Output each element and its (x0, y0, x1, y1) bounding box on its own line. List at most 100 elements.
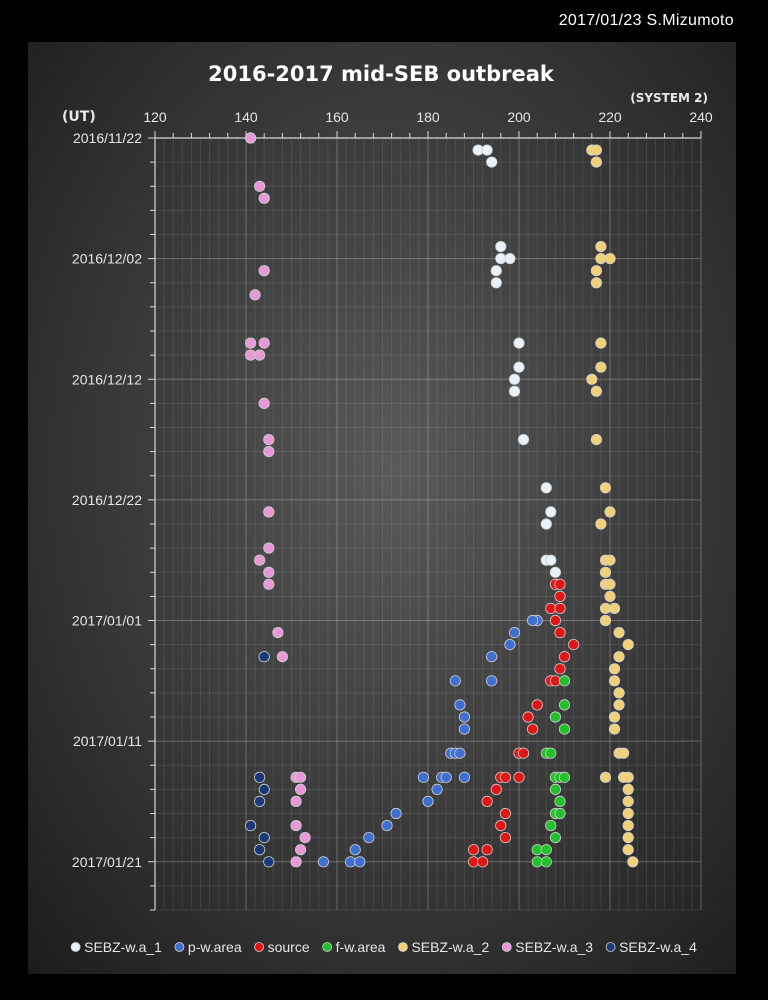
point-source (531, 699, 543, 711)
point-sebz-w-a-3 (263, 445, 275, 458)
point-source (517, 747, 530, 759)
point-sebz-w-a-3 (294, 783, 307, 796)
y-tick-label: 2016/11/22 (73, 130, 142, 146)
point-sebz-w-a-3 (258, 337, 270, 349)
point-p-w-area (454, 747, 466, 759)
point-f-w-area (558, 675, 571, 687)
legend-marker-sebz-w-a-1 (70, 942, 81, 952)
point-source (567, 638, 580, 651)
point-source (554, 578, 566, 590)
point-sebz-w-a-1 (504, 253, 516, 265)
legend-label-sebz-w-a-1: SEBZ-w.a_1 (84, 939, 162, 955)
legend-marker-sebz-w-a-2 (398, 942, 408, 952)
point-p-w-area (454, 699, 466, 711)
point-sebz-w-a-2 (622, 831, 634, 844)
point-sebz-w-a-3 (290, 795, 302, 808)
point-p-w-area (440, 771, 452, 783)
point-sebz-w-a-1 (495, 241, 507, 253)
chart-title: 2016-2017 mid-SEB outbreak (208, 62, 555, 86)
legend-marker-p-w-area (174, 942, 185, 952)
point-sebz-w-a-1 (513, 361, 525, 373)
point-sebz-w-a-3 (263, 542, 275, 554)
point-f-w-area (558, 723, 571, 735)
point-p-w-area (431, 783, 443, 796)
point-sebz-w-a-2 (599, 771, 612, 783)
point-sebz-w-a-2 (599, 566, 612, 578)
point-source (526, 723, 539, 735)
point-sebz-w-a-3 (290, 819, 302, 832)
legend-marker-source (254, 942, 265, 952)
legend-label-sebz-w-a-2: SEBZ-w.a_2 (411, 939, 489, 955)
legend-label-source: source (268, 939, 310, 955)
point-p-w-area (349, 844, 361, 856)
point-source (490, 783, 502, 796)
x-tick-label: 160 (325, 109, 349, 125)
legend-label-sebz-w-a-3: SEBZ-w.a_3 (515, 939, 593, 955)
point-sebz-w-a-2 (608, 602, 621, 615)
point-sebz-w-a-2 (590, 156, 603, 168)
point-sebz-w-a-2 (608, 711, 621, 723)
point-sebz-w-a-2 (622, 783, 634, 796)
x-tick-label: 220 (598, 109, 622, 125)
point-sebz-w-a-1 (490, 265, 502, 277)
point-sebz-w-a-3 (258, 265, 270, 277)
point-source (495, 819, 507, 832)
point-source (554, 602, 566, 615)
point-sebz-w-a-2 (590, 265, 603, 277)
point-sebz-w-a-2 (613, 699, 625, 711)
point-sebz-w-a-2 (617, 747, 630, 759)
point-f-w-area (540, 856, 552, 868)
legend-marker-sebz-w-a-4 (605, 942, 616, 952)
point-sebz-w-a-2 (604, 590, 616, 603)
point-sebz-w-a-2 (595, 361, 607, 373)
point-sebz-w-a-4 (254, 771, 266, 783)
legend-label-p-w-area: p-w.area (188, 939, 242, 955)
point-sebz-w-a-3 (263, 578, 275, 590)
point-sebz-w-a-2 (604, 578, 616, 590)
point-f-w-area (545, 747, 557, 759)
point-sebz-w-a-2 (613, 626, 625, 639)
point-sebz-w-a-1 (540, 482, 552, 494)
point-p-w-area (504, 638, 516, 651)
point-sebz-w-a-2 (590, 385, 603, 397)
chart-panel (28, 42, 736, 974)
point-p-w-area (486, 651, 498, 663)
point-f-w-area (558, 699, 571, 711)
point-source (481, 795, 493, 808)
x-tick-label: 180 (416, 109, 440, 125)
x-tick-label: 120 (143, 109, 167, 125)
point-sebz-w-a-3 (263, 433, 275, 446)
point-sebz-w-a-1 (490, 277, 502, 289)
data-points (245, 132, 639, 868)
x-tick-label: 200 (507, 109, 531, 125)
point-source (499, 807, 511, 820)
point-sebz-w-a-3 (254, 554, 266, 566)
point-source (476, 856, 489, 868)
grid (154, 137, 702, 911)
point-sebz-w-a-2 (622, 771, 634, 783)
y-axis-unit: (UT) (62, 109, 96, 125)
point-sebz-w-a-2 (604, 253, 616, 265)
point-sebz-w-a-3 (263, 506, 275, 518)
point-sebz-w-a-1 (481, 144, 493, 156)
point-source (513, 771, 525, 783)
point-sebz-w-a-3 (245, 132, 257, 144)
point-sebz-w-a-2 (622, 807, 634, 820)
y-tick-label: 2016/12/22 (72, 492, 142, 508)
point-sebz-w-a-2 (595, 518, 607, 530)
point-sebz-w-a-3 (299, 831, 311, 844)
point-sebz-w-a-4 (254, 844, 266, 856)
point-sebz-w-a-2 (586, 373, 598, 385)
point-p-w-area (390, 807, 402, 820)
point-sebz-w-a-2 (627, 856, 639, 868)
y-tick-label: 2017/01/21 (72, 854, 142, 870)
point-sebz-w-a-2 (608, 723, 621, 735)
point-f-w-area (554, 795, 566, 808)
point-sebz-w-a-4 (263, 856, 275, 868)
point-source (554, 663, 566, 675)
point-sebz-w-a-2 (622, 844, 634, 856)
point-sebz-w-a-2 (608, 663, 621, 675)
point-sebz-w-a-3 (276, 651, 288, 663)
y-tick-label: 2016/12/12 (72, 371, 142, 387)
